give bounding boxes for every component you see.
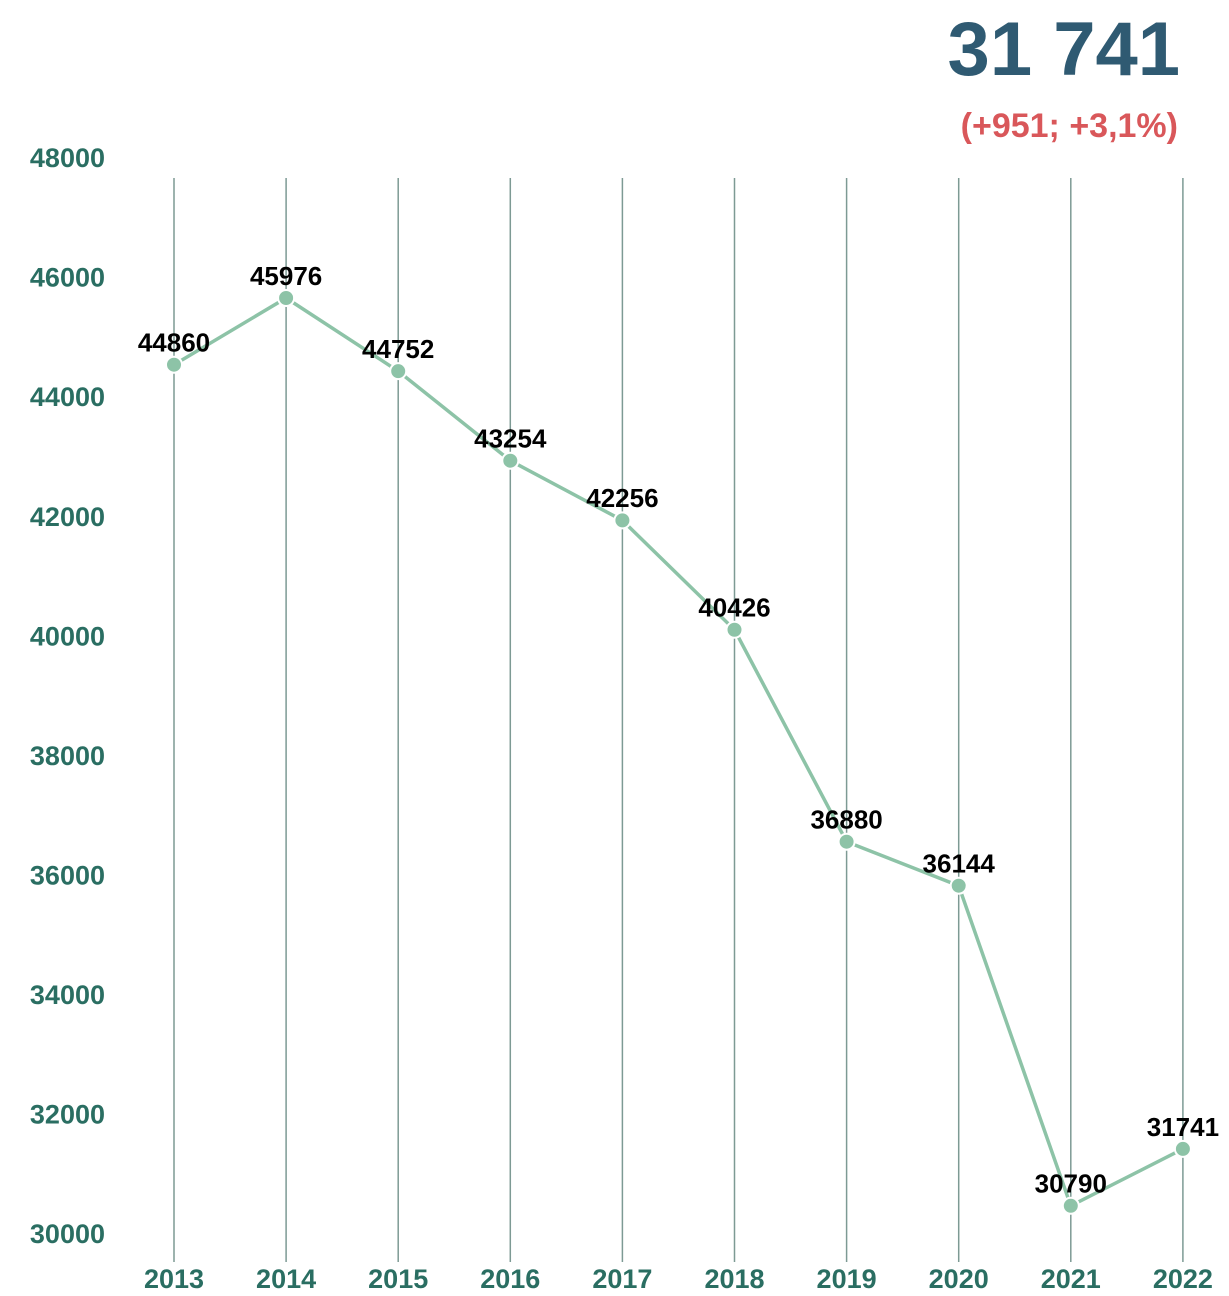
data-label: 36144 [923, 849, 996, 879]
point [165, 355, 183, 374]
x-tick-label: 2016 [480, 1264, 540, 1294]
data-label: 43254 [474, 424, 547, 454]
y-tick-label: 46000 [30, 263, 105, 293]
data-label: 36880 [810, 805, 882, 835]
data-label: 31741 [1147, 1112, 1219, 1142]
y-tick-label: 40000 [30, 621, 105, 651]
point [613, 511, 632, 530]
data-label: 30790 [1035, 1169, 1107, 1199]
data-label: 42256 [586, 483, 658, 513]
data-label: 40426 [698, 593, 770, 623]
line [173, 295, 1184, 1209]
point [837, 832, 856, 851]
point [725, 620, 744, 639]
y-tick-label: 38000 [30, 741, 105, 771]
point [389, 362, 408, 381]
x-tick-label: 2014 [256, 1264, 316, 1294]
point [277, 288, 296, 307]
x-tick-label: 2019 [817, 1264, 877, 1294]
y-tick-label: 36000 [30, 860, 105, 890]
x-tick-label: 2015 [368, 1264, 428, 1294]
headline: 31 741 [948, 7, 1180, 92]
point [1061, 1196, 1080, 1215]
y-tick-label: 34000 [30, 980, 105, 1010]
x-tick-label: 2013 [144, 1264, 204, 1294]
data-label: 44752 [362, 334, 434, 364]
y-tick-label: 32000 [30, 1100, 105, 1130]
y-tick-label: 42000 [30, 502, 105, 532]
x-tick-label: 2020 [929, 1264, 989, 1294]
x-tick-label: 2017 [592, 1264, 652, 1294]
point [949, 876, 968, 895]
y-tick-label: 44000 [30, 382, 105, 412]
y-tick-label: 48000 [30, 143, 105, 173]
x-tick-label: 2021 [1041, 1264, 1101, 1294]
data-label: 45976 [250, 261, 322, 291]
x-tick-label: 2018 [704, 1264, 764, 1294]
y-tick-label: 30000 [30, 1219, 105, 1249]
data-label: 44860 [138, 328, 210, 358]
x-tick-label: 2022 [1153, 1264, 1213, 1294]
point [1173, 1139, 1192, 1158]
point [501, 451, 520, 470]
headline-change: (+951; +3,1%) [961, 107, 1178, 145]
